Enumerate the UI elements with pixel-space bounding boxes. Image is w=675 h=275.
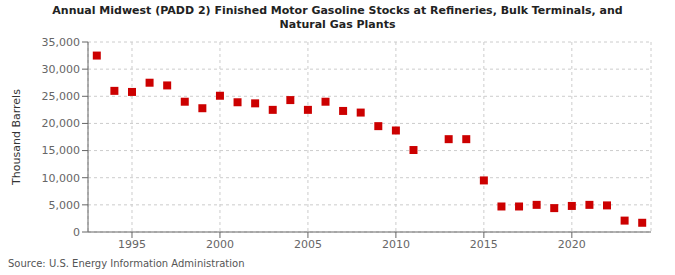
svg-text:0: 0 <box>73 226 80 239</box>
svg-text:1995: 1995 <box>118 238 146 251</box>
svg-text:15,000: 15,000 <box>42 144 81 157</box>
svg-text:30,000: 30,000 <box>42 63 81 76</box>
svg-text:2010: 2010 <box>382 238 410 251</box>
svg-text:25,000: 25,000 <box>42 90 81 103</box>
svg-text:2020: 2020 <box>558 238 586 251</box>
svg-text:2005: 2005 <box>294 238 322 251</box>
svg-text:35,000: 35,000 <box>42 36 81 49</box>
svg-text:20,000: 20,000 <box>42 117 81 130</box>
svg-text:2000: 2000 <box>206 238 234 251</box>
svg-text:10,000: 10,000 <box>42 172 81 185</box>
svg-text:2015: 2015 <box>470 238 498 251</box>
svg-text:5,000: 5,000 <box>49 199 81 212</box>
html-text:Source: U.S. Energy Informatio: Source: U.S. Energy Information Administ… <box>8 258 245 269</box>
svg-text:Thousand Barrels: Thousand Barrels <box>10 89 23 186</box>
html-text:Natural Gas Plants: Natural Gas Plants <box>279 18 396 31</box>
html-text:Annual Midwest (PADD 2) Finish: Annual Midwest (PADD 2) Finished Motor G… <box>52 4 623 17</box>
